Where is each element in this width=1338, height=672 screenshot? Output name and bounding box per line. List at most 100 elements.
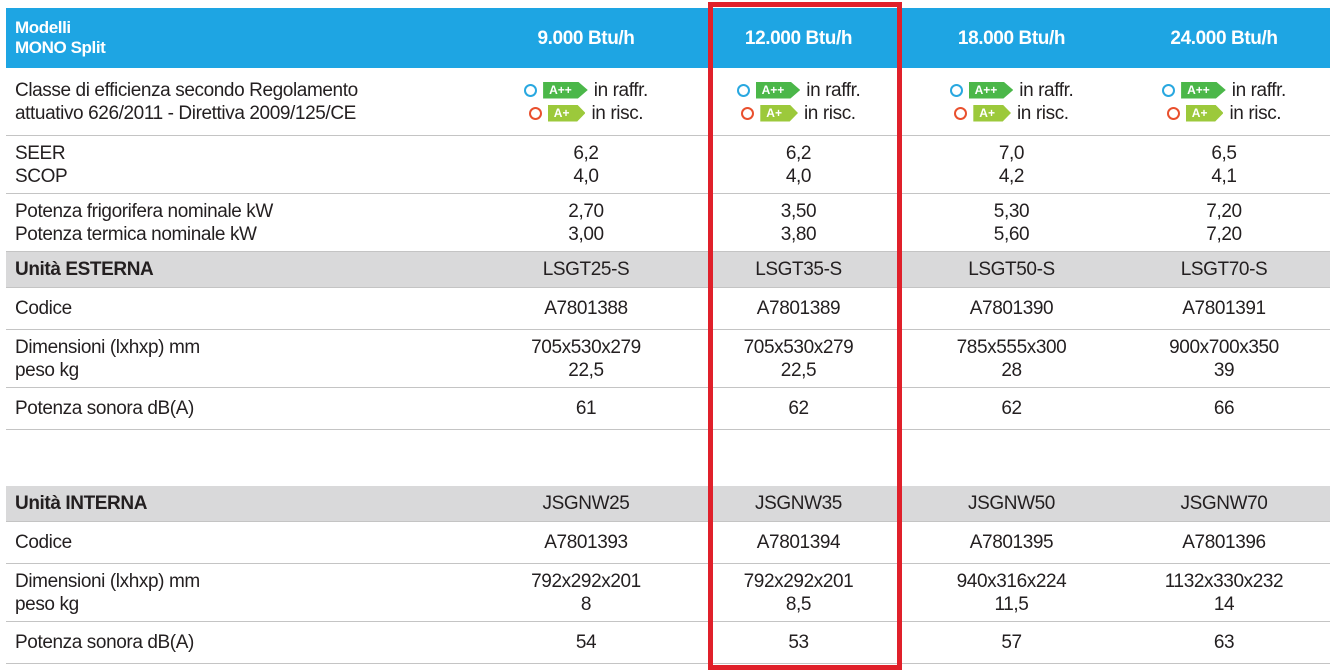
row-label: Dimensioni (lxhxp) mm peso kg (15, 330, 200, 387)
section-row: Unità INTERNA JSGNW25 JSGNW35 JSGNW50 JSGNW7… (6, 486, 1330, 522)
cell: JSGNW35 (692, 486, 905, 521)
cell: 9.000 Btu/h (480, 8, 692, 68)
cell: 792x292x201 8,5 (692, 564, 905, 621)
section-title: Unità ESTERNA (15, 259, 154, 280)
energy-badge: A+ (973, 104, 1011, 122)
cell-value: 28 (1001, 359, 1022, 381)
cell-value: 705x530x279 (531, 336, 641, 358)
cell-value: 4,2 (998, 165, 1025, 187)
cell-value: A7801389 (756, 298, 841, 319)
cell-value: 3,00 (568, 223, 604, 245)
cell-value: 5,60 (993, 223, 1030, 245)
cell: 792x292x201 8 (480, 564, 692, 621)
label-line: Potenza sonora dB(A) (15, 398, 194, 419)
cell: 18.000 Btu/h (905, 8, 1118, 68)
energy-badge: A+ (547, 104, 586, 122)
label-line: Dimensioni (lxhxp) mm (15, 570, 200, 592)
cell: A++ in raffr. A+ in risc. (692, 68, 905, 135)
cell: LSGT25-S (480, 252, 692, 287)
cell-value: 785x555x300 (956, 336, 1067, 358)
efficiency-mode: in risc. (1016, 102, 1069, 124)
efficiency-mode: in raffr. (1019, 79, 1074, 101)
cell-value: 39 (1213, 359, 1235, 381)
column-header: 18.000 Btu/h (957, 27, 1066, 49)
cell-value: 63 (1213, 632, 1235, 653)
row-label: SEER SCOP (15, 136, 68, 193)
data-row: Codice A7801393 A7801394 A7801395 A7801396 (6, 522, 1330, 564)
row-label: Potenza frigorifera nominale kW Potenza t… (15, 194, 273, 251)
cool-icon (736, 83, 750, 97)
model-name: LSGT35-S (755, 259, 842, 280)
header-row: Modelli MONO Split 9.000 Btu/h 12.000 Btu/h… (6, 8, 1330, 68)
label-line: Potenza frigorifera nominale kW (15, 200, 273, 222)
cell: LSGT50-S (905, 252, 1118, 287)
label-line: SCOP (15, 165, 68, 187)
cell: A7801396 (1118, 522, 1330, 563)
column-header: 12.000 Btu/h (744, 27, 853, 49)
cell: JSGNW70 (1118, 486, 1330, 521)
cell: LSGT70-S (1118, 252, 1330, 287)
data-row: Potenza frigorifera nominale kW Potenza t… (6, 194, 1330, 252)
cell: 53 (692, 622, 905, 663)
cell-value: 22,5 (780, 359, 817, 381)
efficiency-line: A++ in raffr. (1162, 79, 1286, 102)
heat-icon (528, 106, 542, 120)
cool-icon (1162, 83, 1176, 97)
cell-value: 3,80 (780, 223, 817, 245)
cell: 66 (1118, 388, 1330, 429)
efficiency-row: Classe di efficienza secondo Regolamento… (6, 68, 1330, 136)
cell-value: 22,5 (568, 359, 604, 381)
row-label: Potenza sonora dB(A) (15, 388, 194, 429)
section-row: Unità ESTERNA LSGT25-S LSGT35-S LSGT50-S LSG… (6, 252, 1330, 288)
section-label: Unità ESTERNA (15, 252, 154, 287)
model-name: JSGNW25 (542, 493, 630, 514)
efficiency-line: A+ in risc. (528, 102, 644, 125)
data-row: Potenza sonora dB(A) 61 62 62 66 (6, 388, 1330, 430)
efficiency-mode: in raffr. (1231, 79, 1287, 101)
cell-value: A7801393 (544, 532, 628, 553)
efficiency-line: A++ in raffr. (524, 79, 648, 102)
section-label: Unità INTERNA (15, 486, 147, 521)
data-row: SEER SCOP 6,2 4,0 6,2 4,0 7,0 4,2 6,5 4,1 (6, 136, 1330, 194)
cell: 6,2 4,0 (692, 136, 905, 193)
efficiency-mode: in raffr. (806, 79, 861, 101)
efficiency-line: A+ in risc. (954, 102, 1069, 125)
header-label-line: Modelli (15, 18, 71, 37)
cell: A7801395 (905, 522, 1118, 563)
row-label: Codice (15, 522, 72, 563)
label-line: Dimensioni (lxhxp) mm (15, 336, 200, 358)
model-name: JSGNW70 (1180, 493, 1268, 514)
cell-value: 11,5 (994, 593, 1029, 615)
column-header: 9.000 Btu/h (537, 27, 635, 49)
row-label: Classe di efficienza secondo Regolamento… (15, 68, 358, 135)
cell: A7801390 (905, 288, 1118, 329)
cell: 54 (480, 622, 692, 663)
energy-badge: A+ (760, 104, 798, 122)
row-label: Dimensioni (lxhxp) mm peso kg (15, 564, 200, 621)
efficiency-line: A+ in risc. (741, 102, 856, 125)
cell-value: 7,20 (1206, 200, 1242, 222)
energy-badge: A++ (543, 81, 588, 99)
cell: 62 (905, 388, 1118, 429)
cell: 7,20 7,20 (1118, 194, 1330, 251)
cell: 61 (480, 388, 692, 429)
cell: A++ in raffr. A+ in risc. (1118, 68, 1330, 135)
cell: 57 (905, 622, 1118, 663)
energy-badge: A++ (968, 81, 1014, 99)
cell: 900x700x350 39 (1118, 330, 1330, 387)
data-row: Codice A7801388 A7801389 A7801390 A7801391 (6, 288, 1330, 330)
label-line: Potenza sonora dB(A) (15, 632, 194, 653)
cell-value: 57 (1001, 632, 1022, 653)
cell-value: 7,0 (998, 142, 1025, 164)
cool-icon (949, 83, 963, 97)
cell-value: 3,50 (780, 200, 817, 222)
cell: 24.000 Btu/h (1118, 8, 1330, 68)
efficiency-line: A++ in raffr. (736, 79, 861, 102)
row-label: Codice (15, 288, 72, 329)
data-row: Dimensioni (lxhxp) mm peso kg 705x530x279 2… (6, 330, 1330, 388)
cell: A7801389 (692, 288, 905, 329)
cell: 785x555x300 28 (905, 330, 1118, 387)
header-label-line: MONO Split (15, 38, 106, 57)
label-line: peso kg (15, 593, 79, 615)
efficiency-mode: in risc. (803, 102, 856, 124)
